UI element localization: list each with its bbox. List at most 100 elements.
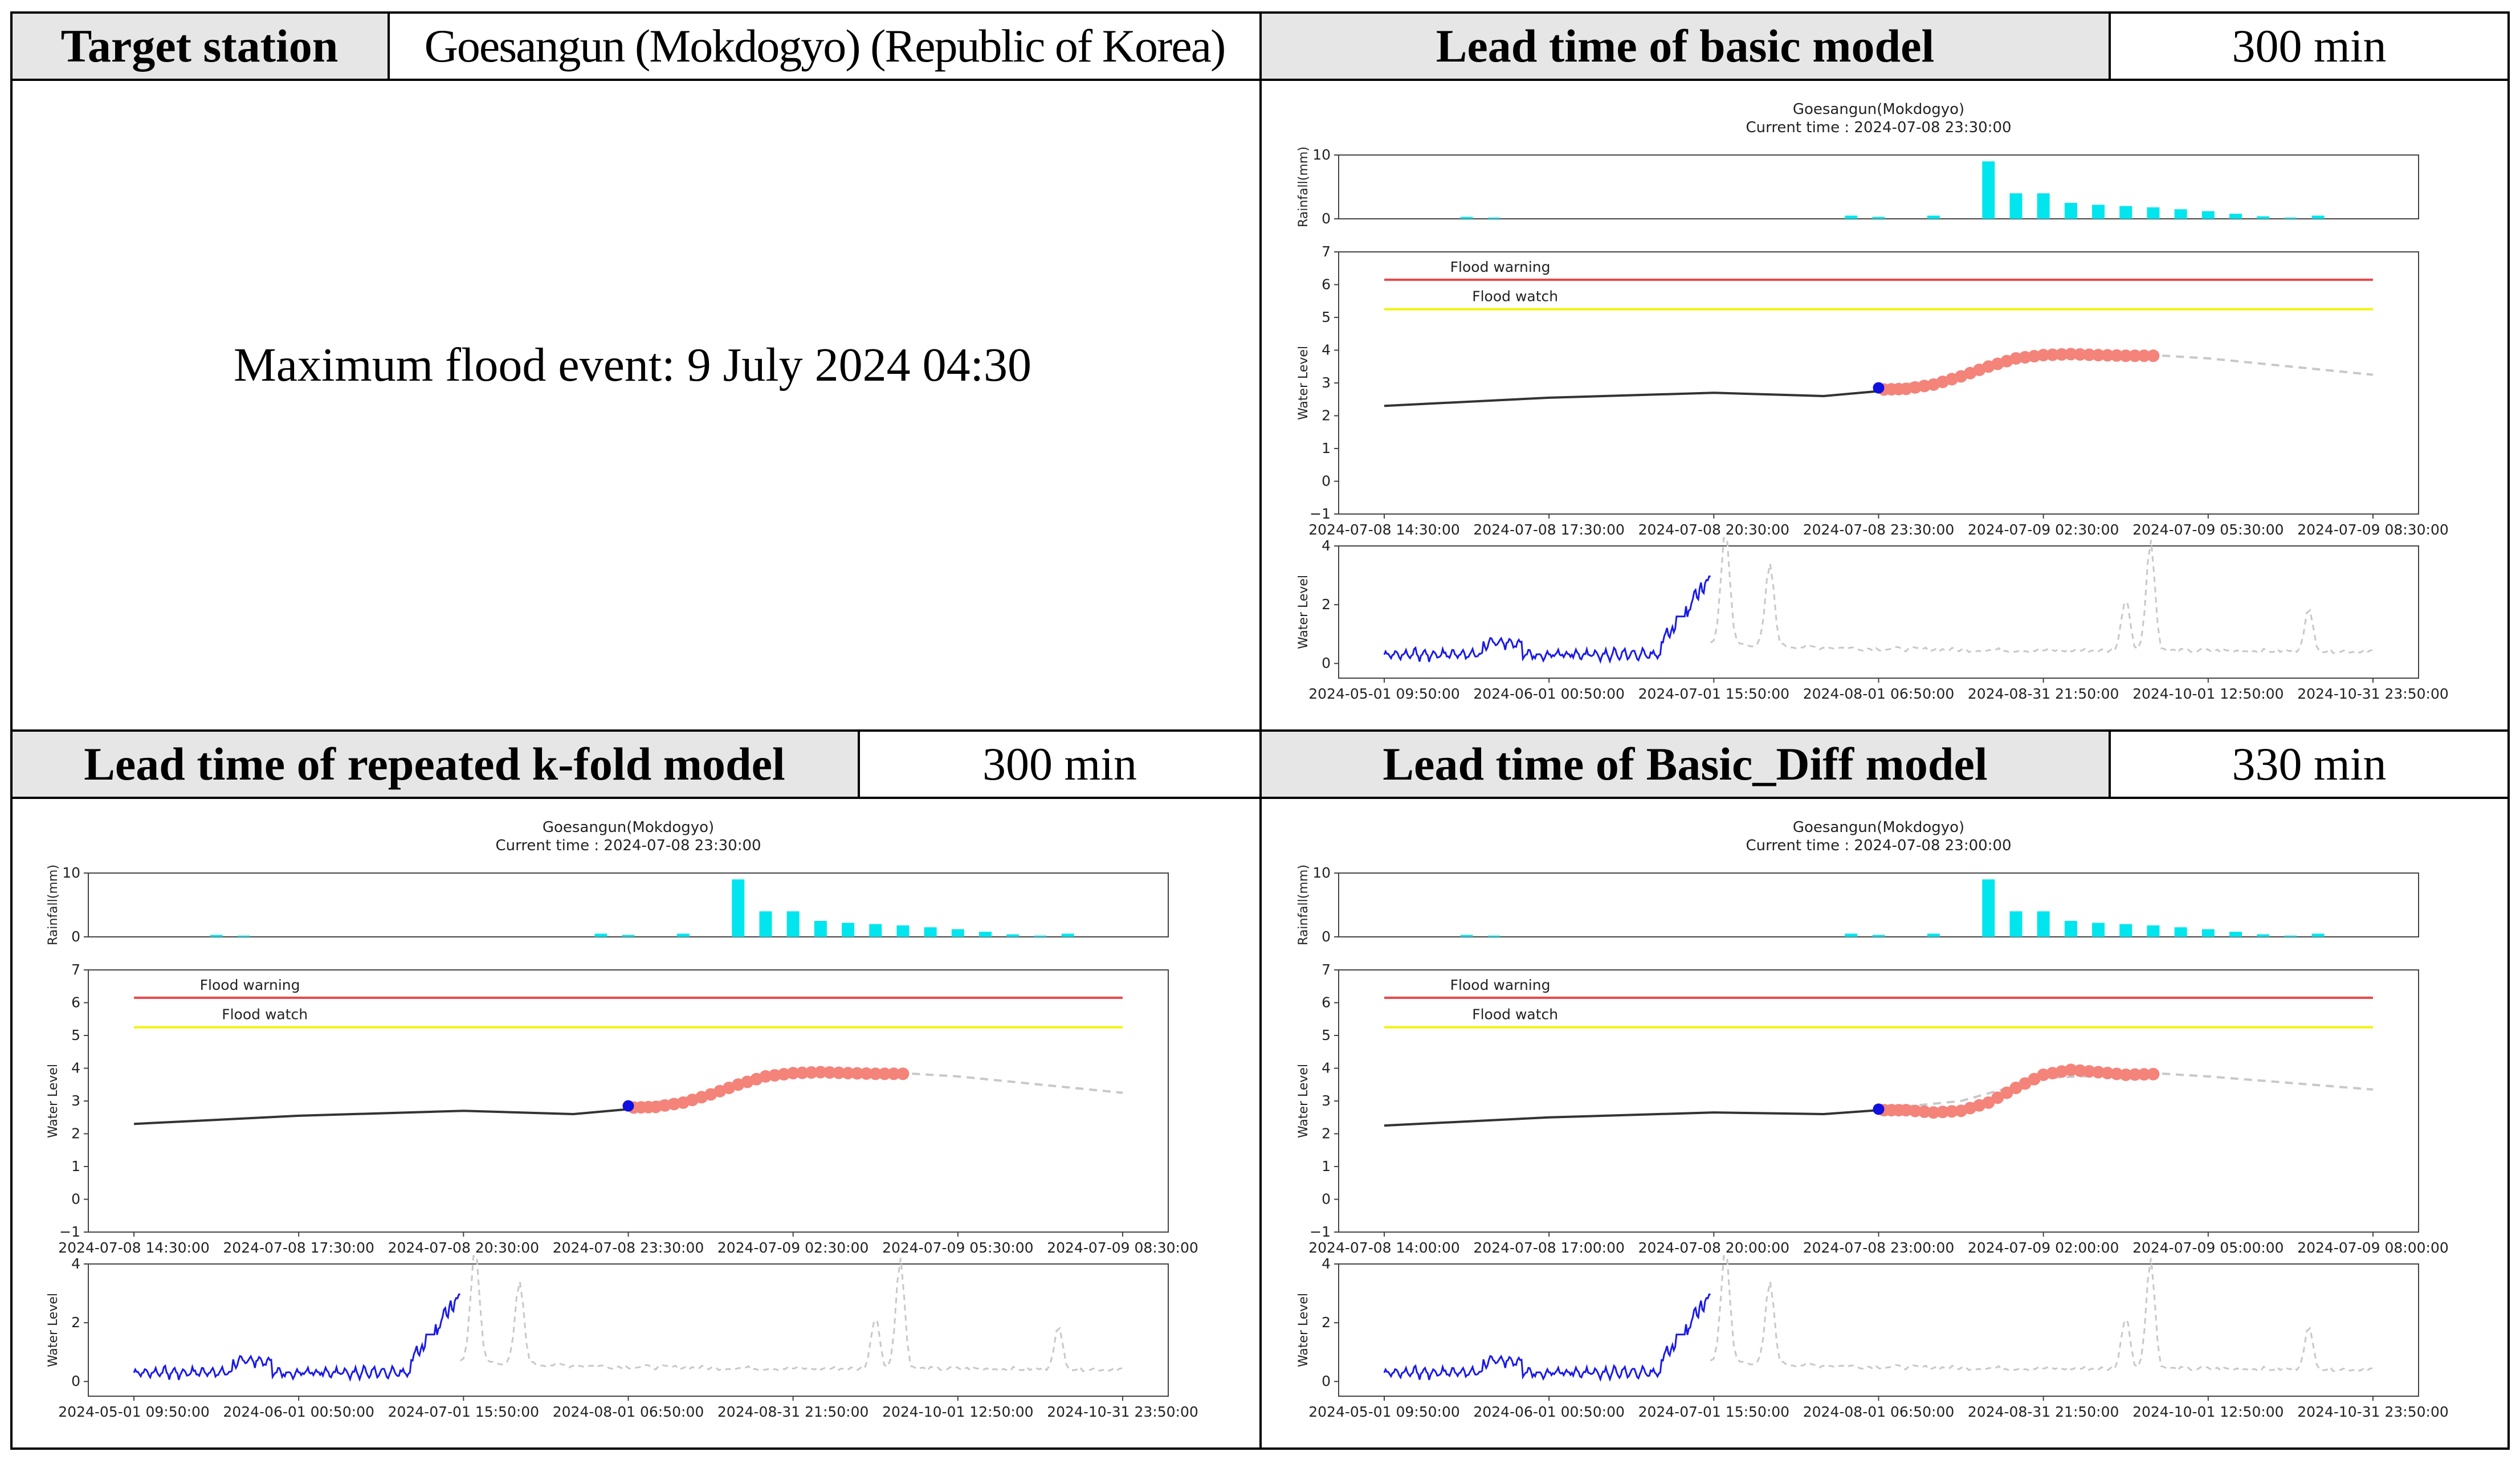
water-level-xtick-label: 2024-07-08 23:30:00 — [1803, 521, 1955, 538]
rainfall-bar — [2092, 205, 2105, 219]
rainfall-bar — [2092, 923, 2105, 937]
water-level-ytick-label: −1 — [59, 1224, 80, 1240]
water-level-ytick-label: −1 — [1310, 1224, 1331, 1240]
water-level-xtick-label: 2024-07-08 23:00:00 — [1803, 1239, 1955, 1256]
rainfall-bar — [1460, 217, 1473, 219]
grid-line — [858, 729, 860, 799]
rainfall-bar — [1982, 161, 1995, 219]
forecast-point — [2110, 1067, 2123, 1080]
current-point — [1873, 1103, 1885, 1115]
forecast-point — [814, 1066, 827, 1079]
water-level-xtick-label: 2024-07-09 02:00:00 — [1968, 1239, 2119, 1256]
forecast-point — [2147, 1067, 2160, 1080]
flood-watch-label: Flood watch — [1472, 1006, 1558, 1023]
water-level-ytick-label: 6 — [1322, 276, 1331, 293]
water-level-ytick-label: 2 — [71, 1125, 80, 1142]
basic-lead-time-label: Lead time of basic model — [1436, 20, 1935, 72]
chart-title: Goesangun(Mokdogyo) — [1793, 101, 1964, 118]
history-axes — [88, 1263, 1169, 1397]
forecast-point — [2092, 349, 2105, 362]
forecast-point — [823, 1066, 836, 1079]
rainfall-bar — [2257, 934, 2270, 937]
rainfall-bar — [2229, 214, 2242, 219]
history-xtick-label: 2024-05-01 09:50:00 — [1308, 686, 1460, 702]
forecast-point — [2000, 1086, 2013, 1099]
rainfall-bar — [1845, 215, 1858, 219]
water-level-ytick-label: 4 — [1322, 342, 1331, 358]
history-xtick-label: 2024-08-31 21:50:00 — [1968, 1404, 2119, 1420]
water-level-xtick-label: 2024-07-08 20:30:00 — [388, 1239, 540, 1256]
forecast-point — [842, 1067, 855, 1080]
water-level-xtick-label: 2024-07-09 05:30:00 — [882, 1239, 1034, 1256]
water-level-xtick-label: 2024-07-08 17:30:00 — [223, 1239, 374, 1256]
chart-current-time: Current time : 2024-07-08 23:00:00 — [1746, 837, 2011, 854]
history-xtick-label: 2024-07-01 15:50:00 — [388, 1404, 540, 1420]
history-xtick-label: 2024-07-01 15:50:00 — [1638, 1404, 1790, 1420]
history-ytick-label: 0 — [71, 1373, 80, 1389]
water-level-ytick-label: 5 — [1322, 1027, 1331, 1043]
water-level-ytick-label: 3 — [1322, 1092, 1331, 1109]
kfold-lead-time-value: 300 min — [982, 738, 1137, 790]
rainfall-bar — [1487, 217, 1500, 219]
water-level-xtick-label: 2024-07-08 14:30:00 — [58, 1239, 210, 1256]
water-level-xtick-label: 2024-07-09 08:30:00 — [2297, 521, 2449, 538]
history-ytick-label: 4 — [1322, 537, 1331, 554]
rainfall-bar — [1872, 217, 1885, 219]
forecast-point — [1946, 1105, 1959, 1118]
rainfall-bar — [1061, 933, 1074, 937]
forecast-point — [2101, 349, 2114, 362]
header-cell-bg — [11, 13, 388, 80]
forecast-point — [869, 1067, 882, 1080]
water-level-xtick-label: 2024-07-08 14:00:00 — [1308, 1239, 1460, 1256]
history-future-line — [1710, 537, 2374, 654]
water-level-ytick-label: 7 — [1322, 961, 1331, 978]
forecast-point — [2055, 348, 2068, 361]
forecast-point — [2101, 1066, 2114, 1079]
rainfall-ytick-label: 0 — [71, 928, 80, 945]
water-level-ytick-label: 2 — [1322, 1125, 1331, 1142]
rainfall-axes — [1338, 154, 2419, 219]
rainfall-bar — [2174, 927, 2187, 937]
forecast-point — [796, 1066, 809, 1079]
history-ylabel: Water Level — [46, 1293, 60, 1367]
grid-line — [1259, 11, 1262, 1450]
water-level-ytick-label: 4 — [1322, 1060, 1331, 1076]
rainfall-bar — [2064, 921, 2077, 937]
history-observed-line — [1383, 575, 1711, 664]
rainfall-bar — [896, 925, 910, 937]
grid-line — [10, 11, 13, 1450]
rainfall-bar — [2229, 932, 2242, 937]
forecast-point — [2046, 348, 2059, 361]
forecast-point — [759, 1070, 772, 1083]
forecast-point — [2064, 348, 2077, 361]
water-level-ytick-label: 1 — [1322, 440, 1331, 456]
rainfall-bar — [2257, 216, 2270, 219]
rainfall-bar — [2009, 193, 2022, 219]
forecast-point — [1936, 1106, 1949, 1119]
rainfall-bar — [594, 933, 607, 937]
history-xtick-label: 2024-10-31 23:50:00 — [2297, 686, 2449, 702]
history-future-line — [459, 1255, 1123, 1372]
forecast-point — [1991, 1091, 2004, 1104]
chart-current-time: Current time : 2024-07-08 23:30:00 — [1746, 119, 2011, 136]
water-level-ytick-label: 0 — [1322, 473, 1331, 490]
water-level-ytick-label: 4 — [71, 1060, 80, 1076]
forecast-point — [2119, 349, 2132, 362]
rainfall-bar — [1927, 215, 1940, 219]
history-ylabel: Water Level — [1296, 575, 1311, 649]
history-ytick-label: 4 — [71, 1255, 80, 1272]
history-axes — [1338, 1263, 2419, 1397]
rainfall-bar — [622, 935, 635, 937]
rainfall-bar — [676, 933, 690, 937]
rainfall-bar — [2119, 924, 2132, 937]
target-station-label: Target station — [60, 20, 339, 72]
rainfall-bar — [924, 927, 937, 937]
water-level-ytick-label: −1 — [1310, 505, 1331, 522]
diff-lead-time-value: 330 min — [2232, 738, 2387, 790]
forecast-point — [805, 1066, 818, 1079]
rainfall-bar — [732, 879, 745, 937]
diff-model-chart: Goesangun(Mokdogyo)Current time : 2024-0… — [1296, 819, 2449, 1420]
forecast-point — [1909, 1104, 1922, 1118]
history-xtick-label: 2024-10-01 12:50:00 — [2132, 1404, 2284, 1420]
history-observed-line — [1383, 1293, 1711, 1383]
